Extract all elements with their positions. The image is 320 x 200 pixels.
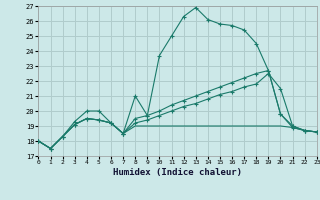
X-axis label: Humidex (Indice chaleur): Humidex (Indice chaleur) [113,168,242,177]
